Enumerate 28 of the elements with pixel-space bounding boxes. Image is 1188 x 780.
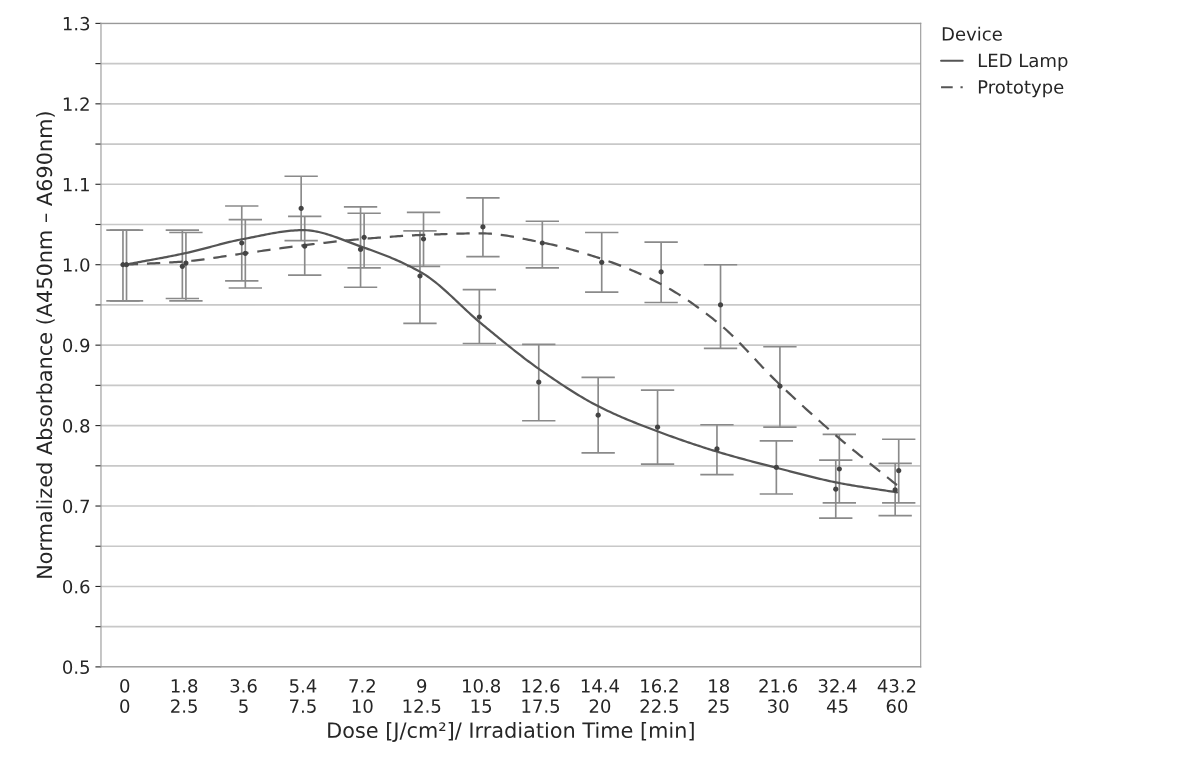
y-tick-label: 0.8: [63, 419, 90, 433]
x-tick-label: 5.4 7.5: [289, 679, 317, 713]
y-tick-label: 1.2: [63, 97, 89, 111]
legend-label: LED Lamp: [978, 53, 1068, 71]
x-axis-title: Dose [J/cm²]/ Irradiation Time [min]: [328, 721, 694, 742]
x-tick-label: 12.6 17.5: [522, 679, 560, 713]
x-tick-label: 7.2 10: [349, 679, 375, 713]
x-tick-label: 10.8 15: [463, 679, 501, 713]
y-tick-label: 1.0: [63, 258, 90, 272]
y-tick-label: 1.1: [63, 177, 89, 192]
legend-label: Prototype: [978, 80, 1064, 98]
x-tick-label: 21.6 30: [759, 679, 798, 713]
y-tick-label: 0.6: [63, 579, 90, 594]
x-tick-label: 0 0: [120, 679, 130, 713]
x-tick-label: 3.6 5: [230, 679, 257, 713]
x-tick-label: 1.8 2.5: [171, 679, 198, 713]
y-tick-label: 1.3: [63, 16, 90, 31]
x-tick-label: 16.2 22.5: [640, 679, 678, 713]
y-tick-label: 0.9: [63, 338, 90, 353]
y-tick-label: 0.7: [63, 499, 90, 514]
y-axis-title: Normalized Absorbance (A450nm – A690nm): [36, 112, 55, 578]
x-tick-label: 32.4 45: [818, 679, 857, 713]
x-tick-label: 9 12.5: [403, 679, 441, 713]
x-tick-label: 14.4 20: [581, 679, 620, 713]
x-tick-label: 43.2 60: [877, 679, 916, 713]
y-tick-label: 0.5: [63, 660, 89, 675]
x-tick-label: 18 25: [708, 679, 729, 713]
legend-title: Device: [942, 26, 1002, 41]
